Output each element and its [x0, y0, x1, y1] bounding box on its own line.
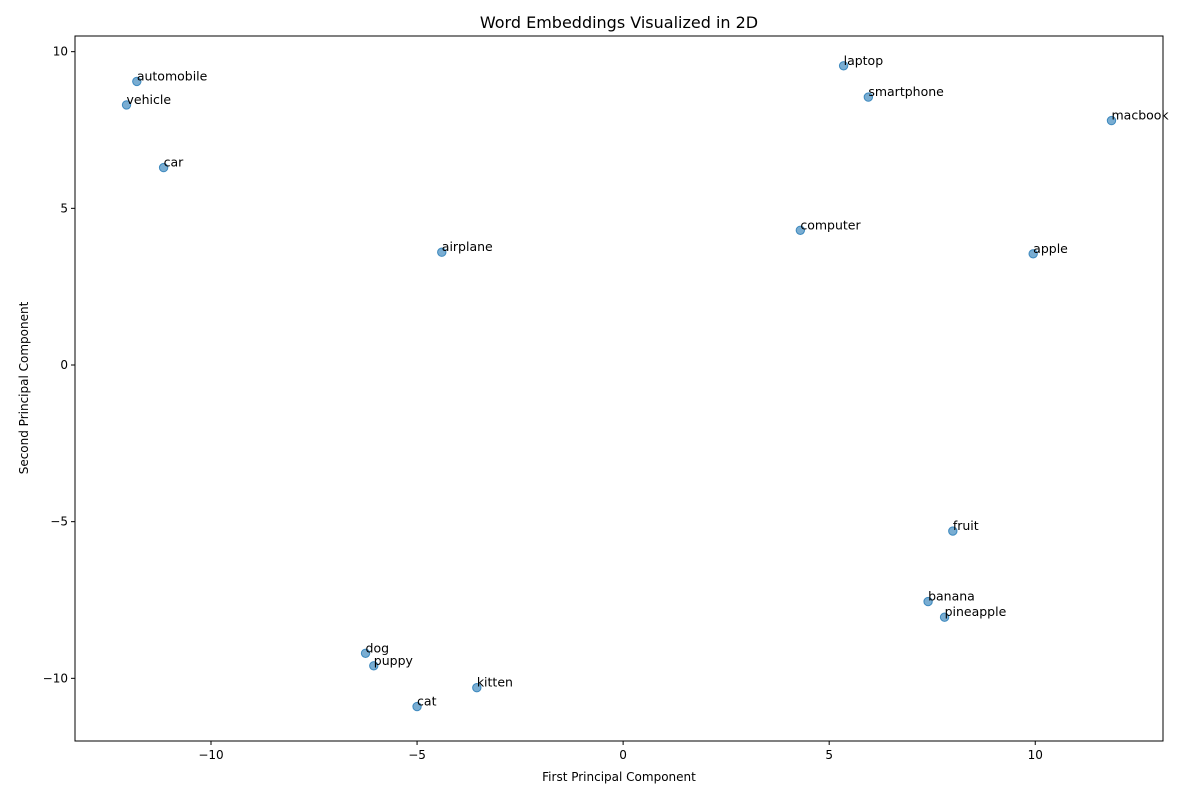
plot-area: −10 −5 0 5 10 −10 −5 0 5 10 laptop automobile smar… [43, 35, 1169, 762]
data-point-fruit [948, 526, 958, 536]
plot-frame [74, 35, 1164, 742]
data-point-cat [412, 701, 422, 712]
y-tick-label: 5 [60, 201, 68, 215]
data-point-pineapple [939, 612, 950, 622]
chart-title: Word Embeddings Visualized in 2D [480, 13, 758, 32]
y-axis-label: Second Principal Component [17, 301, 31, 474]
point-label-cat: cat [417, 694, 437, 709]
data-point-dog [360, 648, 371, 658]
data-point-airplane [437, 247, 447, 257]
point-label-banana: banana [928, 589, 975, 604]
y-tick-label: 0 [60, 358, 68, 372]
y-axis: −10 −5 0 5 10 [43, 45, 75, 685]
data-point-smartphone [863, 92, 874, 102]
x-tick-label: 10 [1028, 748, 1043, 762]
point-label-macbook: macbook [1111, 108, 1169, 123]
point-label-car: car [164, 155, 185, 170]
point-label-smartphone: smartphone [868, 84, 944, 99]
y-tick-label: 10 [53, 45, 68, 59]
data-point-kitten [472, 683, 482, 693]
data-point-automobile [132, 76, 142, 87]
data-point-laptop [838, 61, 849, 71]
point-label-airplane: airplane [442, 239, 493, 254]
data-point-puppy [369, 661, 379, 671]
data-points: laptop automobile smartphone vehicle macbook… [121, 53, 1169, 712]
point-label-computer: computer [800, 217, 861, 232]
data-point-banana [923, 596, 933, 607]
point-label-apple: apple [1033, 241, 1068, 256]
y-tick-label: −10 [43, 671, 68, 685]
x-tick-label: −10 [198, 748, 223, 762]
point-label-laptop: laptop [844, 53, 884, 68]
data-point-car [158, 162, 169, 173]
point-label-pineapple: pineapple [945, 604, 1007, 619]
point-label-automobile: automobile [137, 68, 208, 83]
point-label-vehicle: vehicle [127, 92, 172, 107]
x-tick-label: 0 [619, 748, 627, 762]
x-axis-label: First Principal Component [542, 770, 696, 784]
x-axis: −10 −5 0 5 10 [198, 741, 1043, 762]
point-label-kitten: kitten [477, 675, 513, 690]
data-point-apple [1028, 249, 1038, 259]
x-tick-label: 5 [825, 748, 833, 762]
data-point-vehicle [121, 100, 132, 110]
point-label-puppy: puppy [374, 653, 414, 668]
x-tick-label: −5 [408, 748, 426, 762]
data-point-macbook [1106, 115, 1117, 126]
point-label-fruit: fruit [953, 518, 979, 533]
point-label-dog: dog [366, 640, 390, 655]
y-tick-label: −5 [50, 515, 68, 529]
data-point-computer [795, 225, 806, 235]
